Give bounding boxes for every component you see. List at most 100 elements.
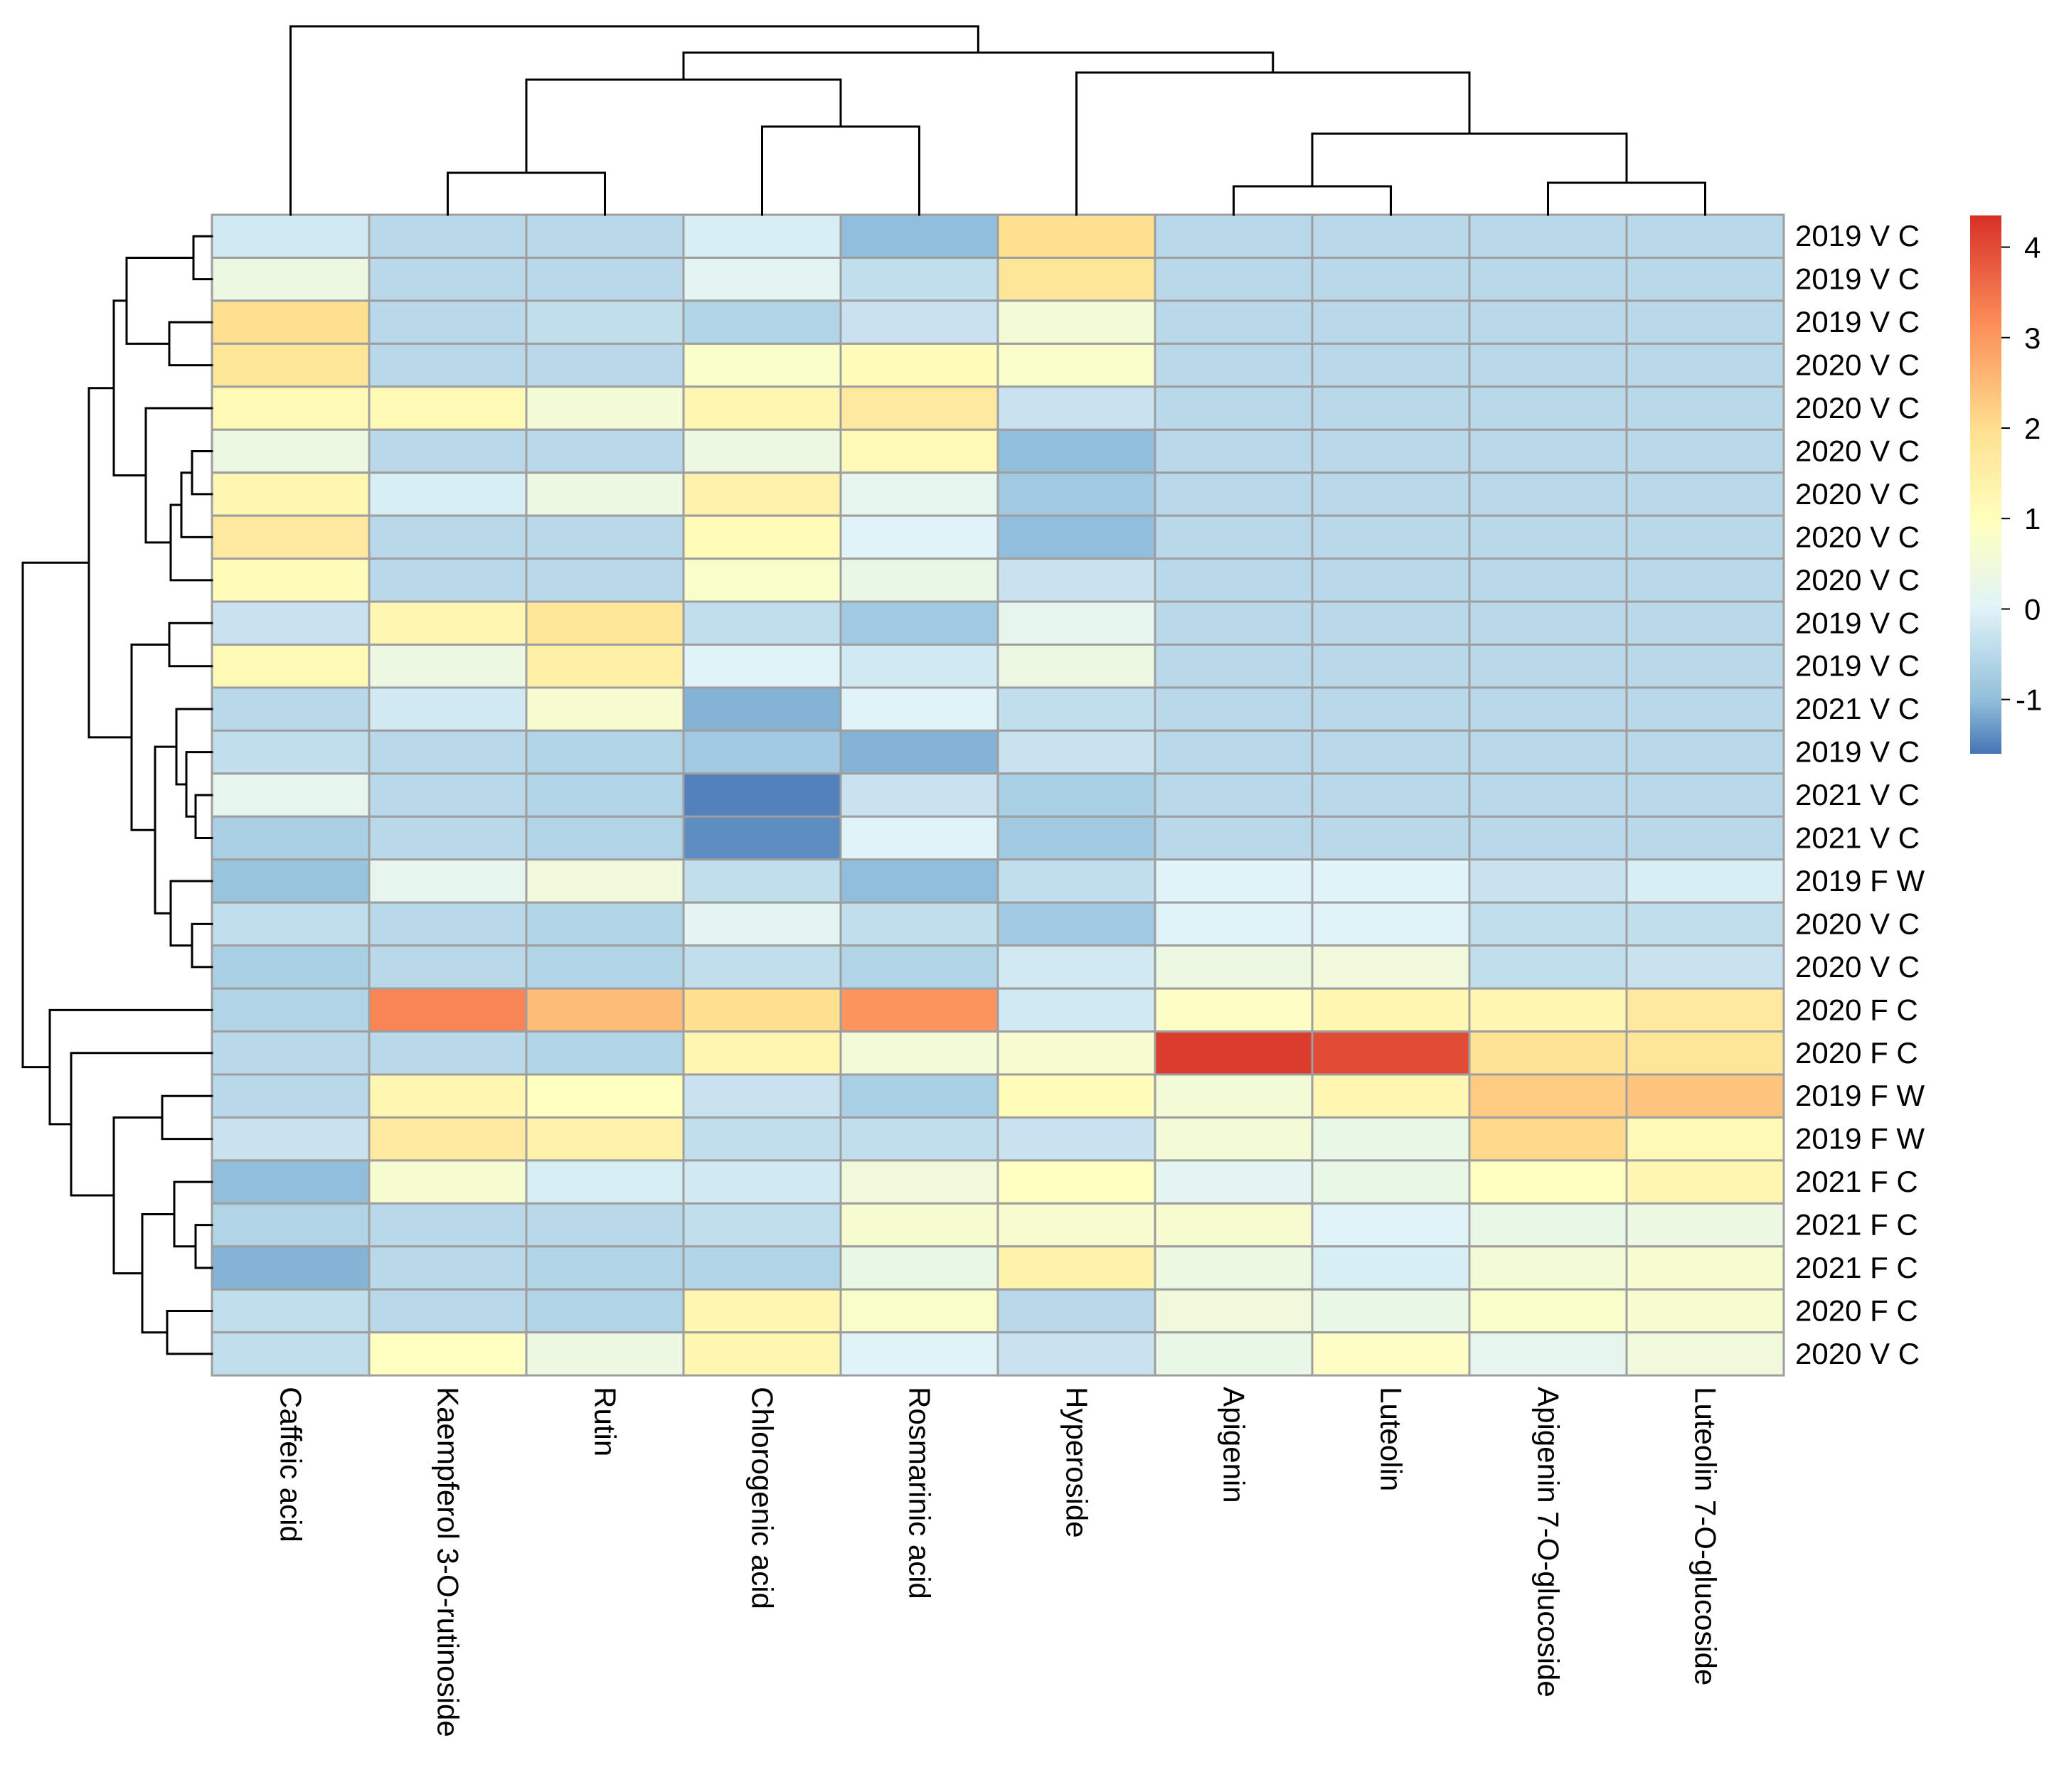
heatmap-cell xyxy=(839,1030,999,1076)
dendrogram-link xyxy=(1233,185,1392,216)
heatmap-cell xyxy=(1154,686,1314,732)
dendrogram-link xyxy=(191,449,213,496)
heatmap-cell xyxy=(682,1331,842,1377)
heatmap-cell xyxy=(211,1245,371,1291)
heatmap-cell xyxy=(1625,987,1785,1033)
dendrogram-link xyxy=(173,1180,213,1248)
heatmap-cell xyxy=(1468,1073,1628,1119)
heatmap-cell xyxy=(368,987,528,1033)
row-label: 2020 V C xyxy=(1795,477,1920,511)
row-label: 2020 V C xyxy=(1795,950,1920,983)
row-label: 2019 V C xyxy=(1795,606,1920,639)
heatmap-cell xyxy=(1311,1030,1471,1076)
heatmap-cell xyxy=(1468,858,1628,904)
heatmap-cell xyxy=(211,944,371,990)
heatmap-cell xyxy=(1311,815,1471,861)
heatmap-cell xyxy=(839,901,999,947)
heatmap-cell xyxy=(1311,1073,1471,1119)
heatmap-cell xyxy=(211,1288,371,1334)
row-label: 2021 V C xyxy=(1795,692,1920,725)
dendrogram-link xyxy=(194,1224,213,1269)
heatmap-cell xyxy=(1154,815,1314,861)
heatmap-cell xyxy=(682,256,842,302)
heatmap-cell xyxy=(996,644,1156,689)
row-labels: 2019 V C 2019 V C 2019 V C 2020 V C 2020 V C… xyxy=(1795,219,1925,1370)
heatmap-cell xyxy=(1311,1202,1471,1248)
dendrogram-link xyxy=(125,256,195,345)
heatmap-cell xyxy=(996,772,1156,818)
heatmap-cell xyxy=(368,729,528,775)
column-label: Caffeic acid xyxy=(275,1387,308,1542)
dendrogram-link xyxy=(154,745,178,914)
heatmap-cell xyxy=(211,256,371,302)
heatmap-cell xyxy=(368,1202,528,1248)
heatmap-cell xyxy=(839,428,999,474)
heatmap-cell xyxy=(368,1159,528,1205)
heatmap-cell xyxy=(211,858,371,904)
heatmap-cell xyxy=(682,385,842,431)
column-label: Rutin xyxy=(589,1387,622,1456)
heatmap-cell xyxy=(1311,944,1471,990)
heatmap-cell xyxy=(839,944,999,990)
heatmap-cell xyxy=(1625,1073,1785,1119)
heatmap-cell xyxy=(682,1245,842,1291)
heatmap-cell xyxy=(1154,772,1314,818)
heatmap-cell xyxy=(1311,1245,1471,1291)
heatmap-cell xyxy=(525,858,685,904)
heatmap-cell xyxy=(1625,644,1785,689)
heatmap-cell xyxy=(368,1116,528,1162)
heatmap-cell xyxy=(682,1116,842,1162)
heatmap-cell xyxy=(368,686,528,732)
heatmap-cell xyxy=(525,1245,685,1291)
heatmap-cell xyxy=(682,1030,842,1076)
heatmap-cell xyxy=(1311,686,1471,732)
heatmap-cell xyxy=(525,342,685,388)
heatmap-cell xyxy=(996,987,1156,1033)
heatmap-cell xyxy=(525,1073,685,1119)
heatmap-cell xyxy=(1625,1331,1785,1377)
heatmap-cell xyxy=(1311,1288,1471,1334)
heatmap-cell xyxy=(525,815,685,861)
dendrogram-link xyxy=(130,644,171,831)
heatmap-cell xyxy=(211,772,371,818)
dendrogram-link xyxy=(144,407,213,544)
heatmap-cell xyxy=(211,299,371,345)
heatmap-cell xyxy=(525,600,685,646)
row-label: 2020 V C xyxy=(1795,1337,1920,1370)
column-labels: Caffeic acid Kaempferol 3-O-rutinoside Rut… xyxy=(275,1387,1723,1737)
heatmap-cell xyxy=(682,944,842,990)
heatmap-cell xyxy=(211,1073,371,1119)
heatmap-cell xyxy=(1154,514,1314,560)
heatmap-cell xyxy=(1468,299,1628,345)
heatmap-cell xyxy=(682,772,842,818)
heatmap-cell xyxy=(525,686,685,732)
row-label: 2019 V C xyxy=(1795,219,1920,252)
heatmap-cell xyxy=(1468,944,1628,990)
dendrogram-link xyxy=(175,708,213,786)
heatmap-cell xyxy=(682,514,842,560)
heatmap-cell xyxy=(368,213,528,259)
heatmap-cell xyxy=(525,385,685,431)
dendrogram-link xyxy=(180,471,213,538)
heatmap-cell xyxy=(525,987,685,1033)
heatmap-cell xyxy=(1625,944,1785,990)
heatmap-cell xyxy=(1625,772,1785,818)
column-label: Luteolin 7-O-glucoside xyxy=(1689,1387,1723,1685)
heatmap-cell xyxy=(368,1073,528,1119)
heatmap-cell xyxy=(1311,772,1471,818)
heatmap-cell xyxy=(368,858,528,904)
heatmap-cell xyxy=(839,1202,999,1248)
heatmap-cell xyxy=(211,1159,371,1205)
row-label: 2020 V C xyxy=(1795,434,1920,467)
dendrogram-link xyxy=(761,125,920,216)
heatmap-cell xyxy=(839,1288,999,1334)
column-label: Kaempferol 3-O-rutinoside xyxy=(432,1387,465,1737)
heatmap-cell xyxy=(1625,901,1785,947)
heatmap-cell xyxy=(1625,815,1785,861)
heatmap-cell xyxy=(368,256,528,302)
heatmap-cell xyxy=(682,729,842,775)
heatmap-cell xyxy=(1154,729,1314,775)
heatmap-cell xyxy=(368,471,528,517)
heatmap-cell xyxy=(1468,471,1628,517)
heatmap-cell xyxy=(1154,1030,1314,1076)
